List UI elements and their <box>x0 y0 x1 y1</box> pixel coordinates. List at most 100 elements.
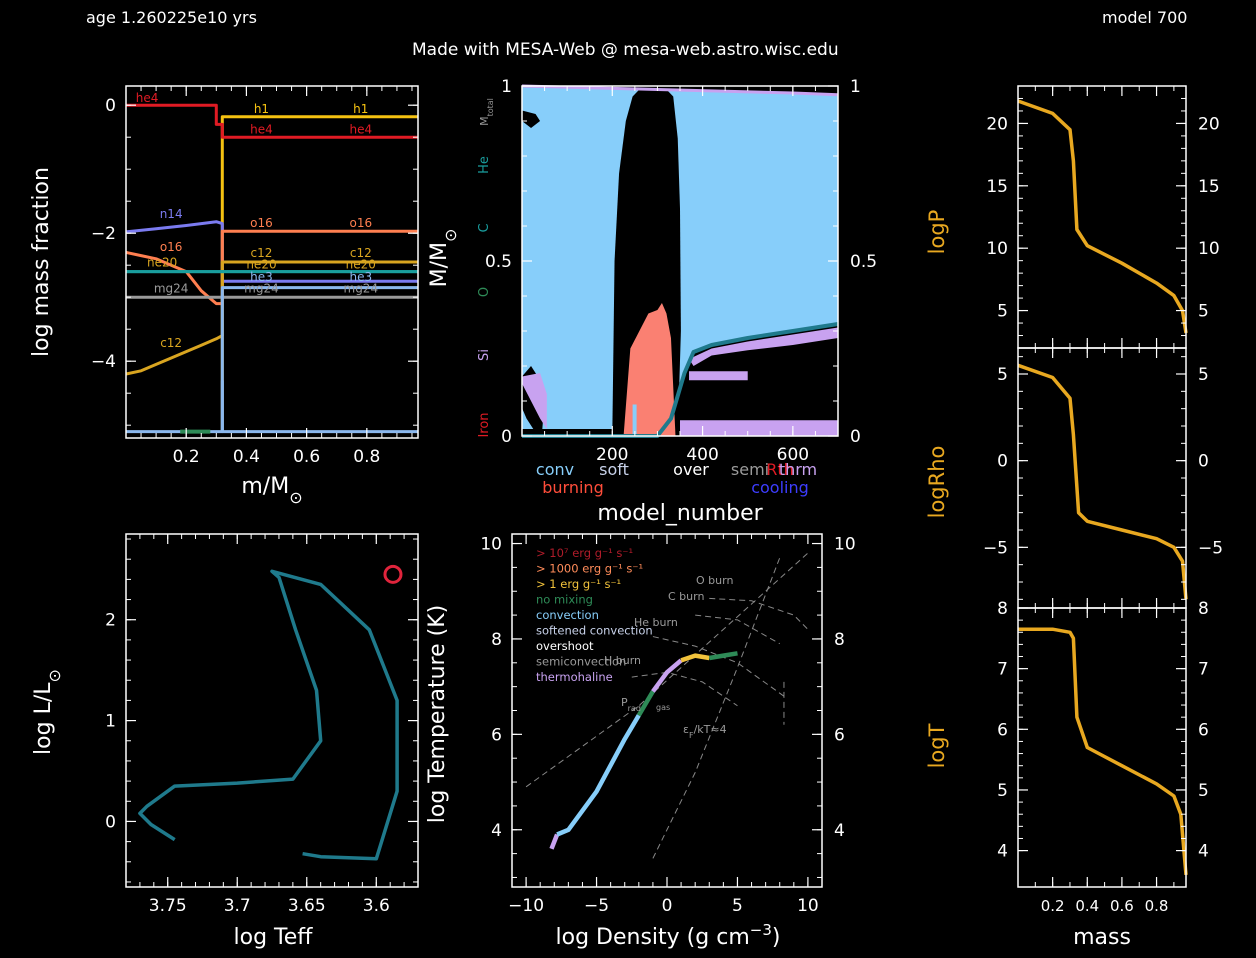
y-tick-label: 5 <box>997 365 1008 385</box>
annot-prad: Prad <box>621 696 641 713</box>
x-tick-label: 0.6 <box>293 447 320 467</box>
legend-over: over <box>673 460 709 479</box>
y-tick-label: 4 <box>997 842 1008 862</box>
radiative-core <box>522 324 838 436</box>
y-tick-label: 1 <box>501 77 512 97</box>
x-tick-label: 0.4 <box>233 447 260 467</box>
y-tick-label: 5 <box>1198 302 1209 322</box>
hr-ylabel: log L/L⊙ <box>31 669 64 755</box>
label-mg24-b: mg24 <box>244 282 279 296</box>
label-ne20-c: ne20 <box>346 257 376 271</box>
burning-region <box>623 303 676 436</box>
y-tick-label: 0.5 <box>850 252 877 272</box>
abundance-xlabel-sub: ⊙ <box>289 488 302 507</box>
profile-x-tick-label: 0.4 <box>1075 897 1099 915</box>
y-tick-label: 0 <box>105 812 116 832</box>
y-tick-label: 4 <box>834 821 845 841</box>
profile-label-logp: logP <box>925 210 949 255</box>
annot-eps-sub: F <box>689 731 694 740</box>
y-tick-label: 0 <box>997 452 1008 472</box>
y-tick-label: 15 <box>986 177 1008 197</box>
abundance-frame <box>125 85 419 439</box>
legend-item-5: softened convection <box>536 624 653 638</box>
rhot-ylabel: log Temperature (K) <box>425 605 450 823</box>
y-tick-label: 5 <box>1198 781 1209 801</box>
label-iron: Iron <box>477 412 492 437</box>
label-he: He <box>477 156 492 174</box>
rhot-xlabel: log Density (g cm−3) <box>556 921 781 950</box>
label-mg24: mg24 <box>154 282 189 296</box>
mixing-bottom <box>680 420 838 436</box>
legend-soft: soft <box>599 460 629 479</box>
label-h1-b: h1 <box>353 102 368 116</box>
profile-thermohaline <box>549 833 560 850</box>
y-tick-label: 10 <box>480 535 502 555</box>
label-ne20: ne20 <box>147 255 177 269</box>
x-tick-label: 10 <box>797 896 819 916</box>
y-tick-label: 0 <box>850 427 861 447</box>
profile-xlabel: mass <box>1073 925 1131 950</box>
y-tick-label: 0 <box>105 96 116 116</box>
y-tick-label: 4 <box>491 821 502 841</box>
mixing-band <box>689 327 838 366</box>
profile-label-logrho: logRho <box>925 446 949 519</box>
black-blob-top <box>522 110 541 128</box>
hr-diagram-panel: 3.75 3.7 3.65 3.6 0 1 2 log Teff log L/L⊙ <box>31 533 419 950</box>
label-o: O <box>477 287 492 297</box>
annot-hburn: H burn <box>604 654 641 667</box>
y-tick-label: 8 <box>834 630 845 650</box>
label-ne20-b: ne20 <box>246 257 276 271</box>
legend-burning: burning <box>542 478 603 497</box>
y-tick-label: 0 <box>501 427 512 447</box>
series-he3 <box>126 286 418 434</box>
profile-mixing <box>651 658 683 693</box>
label-c12-core: c12 <box>160 336 182 350</box>
annot-heburn: He burn <box>634 616 678 629</box>
legend-semi: semi <box>731 460 769 479</box>
y-tick-label: −5 <box>983 538 1008 558</box>
profile-label-logt: logT <box>925 723 949 768</box>
kippenhahn-panel: 200 400 600 0 0 0.5 0.5 1 1 Mtotal He C O Si Iron conv s… <box>427 77 877 526</box>
label-mtotal: Mtotal <box>478 98 495 126</box>
he-core-line <box>522 322 839 438</box>
abundance-ylabel: log mass fraction <box>29 167 54 357</box>
annot-eps: εF/kT≈4 <box>683 723 727 740</box>
y-tick-label: 7 <box>997 660 1008 680</box>
hr-xlabel: log Teff <box>234 925 314 950</box>
label-he3: he3 <box>250 270 273 284</box>
y-tick-label: 10 <box>834 535 856 555</box>
hr-ylabel-sub: ⊙ <box>45 669 64 682</box>
legend-item-3: no mixing <box>536 593 593 607</box>
abundance-xlabel: m/M⊙ <box>241 474 302 507</box>
y-tick-label: 8 <box>997 599 1008 619</box>
x-tick-label: 0.2 <box>173 447 200 467</box>
label-c: C <box>477 223 492 232</box>
credit-label: Made with MESA-Web @ mesa-web.astro.wisc… <box>412 40 839 60</box>
y-tick-label: 6 <box>997 720 1008 740</box>
annot-pgas: gas <box>656 703 670 712</box>
y-tick-label: 8 <box>1198 599 1209 619</box>
prad-pgas-line <box>525 552 809 788</box>
label-he4-core: he4 <box>136 91 159 105</box>
profiles-panel: 5 5 10 10 15 15 20 20 logP −5 −5 0 0 5 5 logRho 4 4 5 5 6 6 7 7… <box>925 85 1223 950</box>
y-tick-label: 6 <box>491 725 502 745</box>
model-label: model 700 <box>1102 8 1188 27</box>
x-tick-label: 3.6 <box>363 896 390 916</box>
kipp-ylabel-sub: ⊙ <box>441 229 460 242</box>
profile-burning <box>680 653 710 663</box>
label-o16-b: o16 <box>349 216 372 230</box>
y-tick-label: 8 <box>491 630 502 650</box>
kipp-xlabel: model_number <box>597 501 763 526</box>
x-tick-label: 3.7 <box>224 896 251 916</box>
y-tick-label: 20 <box>986 114 1008 134</box>
m-total-line <box>521 84 839 97</box>
cburn-line <box>695 614 780 645</box>
legend-conv: conv <box>536 460 574 479</box>
y-tick-label: −5 <box>1198 538 1223 558</box>
label-c12-b: c12 <box>350 246 372 260</box>
y-tick-label: 20 <box>1198 114 1220 134</box>
profile-frame-logt <box>1017 607 1187 888</box>
y-tick-label: −2 <box>91 224 116 244</box>
legend-cooling: cooling <box>751 478 809 497</box>
